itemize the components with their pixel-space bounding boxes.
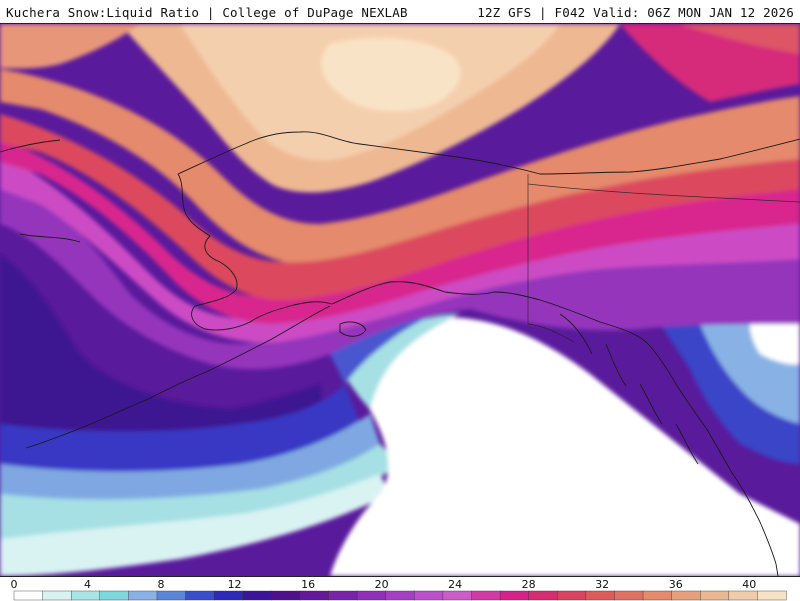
product-title: Kuchera Snow:Liquid Ratio | College of D… — [6, 5, 408, 20]
coastlines — [0, 131, 800, 576]
legend-swatch — [385, 590, 415, 601]
legend-swatch — [557, 590, 587, 601]
legend-swatch — [70, 590, 101, 601]
legend-swatch — [471, 590, 501, 601]
band-palecyan-sw — [0, 474, 390, 576]
aleutian-chain — [25, 305, 331, 449]
legend-tick-label: 20 — [375, 578, 389, 591]
ratio-shading — [0, 24, 800, 576]
legend-tick-label: 40 — [742, 578, 756, 591]
band-rose — [0, 114, 800, 300]
legend-tick-label: 24 — [448, 578, 462, 591]
province-border — [527, 183, 800, 203]
legend-tick-label: 32 — [595, 578, 609, 591]
band-lightblue-sw — [0, 414, 380, 515]
legend-swatch — [728, 590, 758, 601]
legend-bar: 0 4 8 12 16 20 24 28 32 36 40 — [11, 578, 787, 601]
band-deep-purple-sw — [0, 254, 330, 454]
kodiak-island — [339, 321, 367, 337]
legend-swatch — [213, 590, 244, 601]
snow-ratio-map — [0, 24, 800, 576]
legend-tick-label: 4 — [84, 578, 91, 591]
alaska-west-coast — [177, 173, 333, 331]
band-cyan-sw — [0, 444, 400, 554]
legend-swatch — [585, 590, 616, 601]
band-violet — [0, 164, 800, 370]
legend-swatches — [13, 590, 787, 601]
legend-tick-label: 28 — [522, 578, 536, 591]
alaska-north-coast — [177, 131, 800, 175]
band-salmon — [0, 69, 800, 263]
gulf-clear-area — [330, 317, 800, 576]
legend-tick-labels: 0 4 8 12 16 20 24 28 32 36 40 — [11, 578, 757, 591]
model-run-info: 12Z GFS | F042 Valid: 06Z MON JAN 12 202… — [477, 5, 794, 20]
band-pink — [0, 139, 800, 324]
legend-swatch — [414, 590, 444, 601]
legend-swatch — [13, 590, 44, 601]
legend-tick-label: 8 — [158, 578, 165, 591]
legend-swatch — [671, 590, 701, 601]
legend-swatch — [356, 590, 387, 601]
band-cream — [321, 38, 461, 112]
legend-swatch — [42, 590, 72, 601]
canada-alaska-border — [527, 174, 575, 343]
legend-tick-label: 12 — [228, 578, 242, 591]
legend-swatch — [299, 590, 330, 601]
legend-tick-label: 36 — [669, 578, 683, 591]
legend-swatch — [528, 590, 558, 601]
legend-swatch — [242, 590, 272, 601]
legend-swatch — [642, 590, 673, 601]
nw-salmon-corner — [0, 24, 140, 69]
legend-swatch — [757, 590, 787, 601]
legend-swatch — [99, 590, 129, 601]
southeast-islands — [559, 313, 699, 465]
ne-rose-corner — [680, 24, 800, 54]
legend-swatch — [442, 590, 473, 601]
band-magenta — [0, 154, 800, 343]
title-bar: Kuchera Snow:Liquid Ratio | College of D… — [0, 0, 800, 24]
coastal-cyan-band — [340, 314, 460, 409]
legend-swatch — [700, 590, 730, 601]
legend-swatch — [156, 590, 187, 601]
legend-swatch — [499, 590, 530, 601]
chukotka-coast — [0, 139, 81, 243]
borders — [527, 174, 800, 343]
legend-tick-label: 0 — [11, 578, 18, 591]
legend-swatch — [185, 590, 215, 601]
color-legend: 0 4 8 12 16 20 24 28 32 36 40 — [0, 576, 800, 601]
legend-tick-label: 16 — [301, 578, 315, 591]
legend-swatch — [614, 590, 644, 601]
legend-swatch — [128, 590, 158, 601]
legend-swatch — [271, 590, 301, 601]
alaska-south-coast — [331, 281, 779, 576]
legend-swatch — [328, 590, 358, 601]
